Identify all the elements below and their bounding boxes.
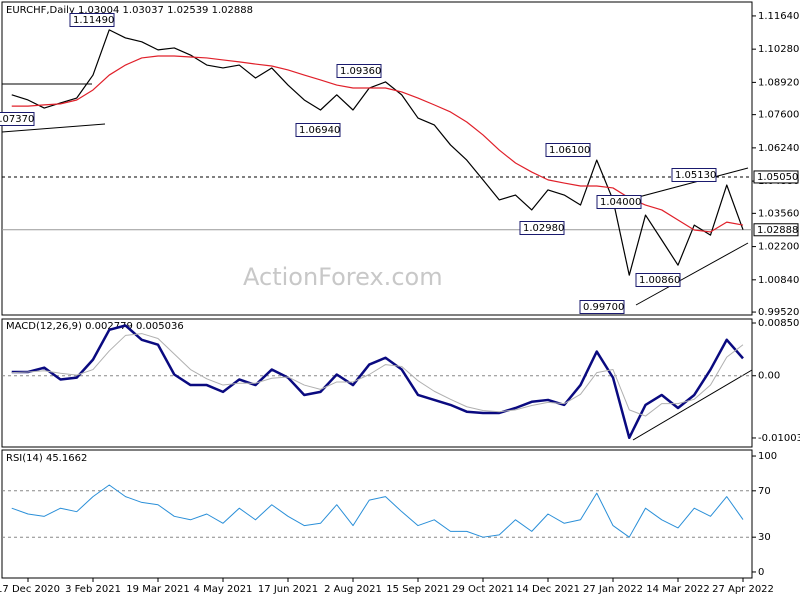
y-tick-label: 1.07600 [758,110,799,121]
annotation: 1.04000 [600,197,641,208]
y-tick-label: 1.11640 [758,11,799,22]
annotation-box [295,123,341,137]
y-tick-label: 70 [758,486,771,497]
y-tick-label: -0.010034 [758,433,800,444]
watermark: ActionForex.com [243,263,443,291]
x-tick-label: 17 Jun 2021 [258,584,318,595]
y-tick-label: 1.06240 [758,143,799,154]
y-tick-label: 1.03560 [758,208,799,219]
annotation: 1.02980 [523,223,564,234]
x-tick-label: 27 Apr 2022 [712,584,774,595]
annotation-box [336,64,382,78]
y-tick-label: 0.99520 [758,307,799,318]
annotation: 0.99700 [583,302,624,313]
trendline [632,369,753,441]
annotation-box [0,112,35,126]
annotation: 1.07370 [0,114,34,125]
annotation: 1.05130 [675,170,716,181]
x-tick-label: 15 Sep 2021 [386,584,449,595]
x-tick-label: 4 May 2021 [194,584,253,595]
series-line [11,484,744,538]
hline-label-box [753,223,799,237]
series-line [11,29,744,276]
x-tick-label: 14 Dec 2021 [516,584,580,595]
annotation: 1.06100 [549,145,590,156]
annotation-box [519,221,565,235]
annotation: 1.00860 [639,275,680,286]
y-tick-label: 1.10280 [758,44,799,55]
x-tick-label: 2 Aug 2021 [324,584,382,595]
series-line [11,324,744,440]
macd-panel [1,318,753,448]
price-title: EURCHF,Daily 1.03004 1.03037 1.02539 1.0… [6,5,253,16]
series-line [11,55,744,233]
annotation-box [69,13,115,27]
trendline [635,242,749,306]
annotation-box [545,143,591,157]
price-panel [1,1,753,316]
macd-title: MACD(12,26,9) 0.002779 0.005036 [6,321,184,332]
hline-label-box [753,170,799,184]
trendline [1,123,106,133]
y-tick-label: 1.08920 [758,77,799,88]
y-tick-label: 0 [758,567,764,578]
y-tick-label: 1.02200 [758,242,799,253]
annotation-box [596,195,642,209]
hline-label: 1.05050 [757,172,798,183]
annotation: 1.11490 [73,15,114,26]
x-tick-label: 14 Mar 2022 [646,584,709,595]
y-tick-label: 1.00840 [758,275,799,286]
x-tick-label: 19 Mar 2021 [126,584,189,595]
rsi-panel [1,449,753,579]
hline-label: 1.02888 [757,225,798,236]
x-tick-label: 3 Feb 2021 [65,584,121,595]
annotation: 1.09360 [340,66,381,77]
x-tick-label: 29 Oct 2021 [452,584,514,595]
rsi-title: RSI(14) 45.1662 [6,453,87,464]
annotation-box [671,168,717,182]
y-tick-label: 100 [758,451,777,462]
y-tick-label: 0.008507 [758,318,800,329]
y-tick-label: 30 [758,532,771,543]
series-line [11,333,744,417]
x-tick-label: 27 Jan 2022 [583,584,643,595]
x-tick-label: 17 Dec 2020 [0,584,60,595]
annotation-box [579,300,625,314]
y-tick-label: 0.00 [758,371,780,382]
annotation-box [635,273,681,287]
annotation: 1.06940 [299,125,340,136]
